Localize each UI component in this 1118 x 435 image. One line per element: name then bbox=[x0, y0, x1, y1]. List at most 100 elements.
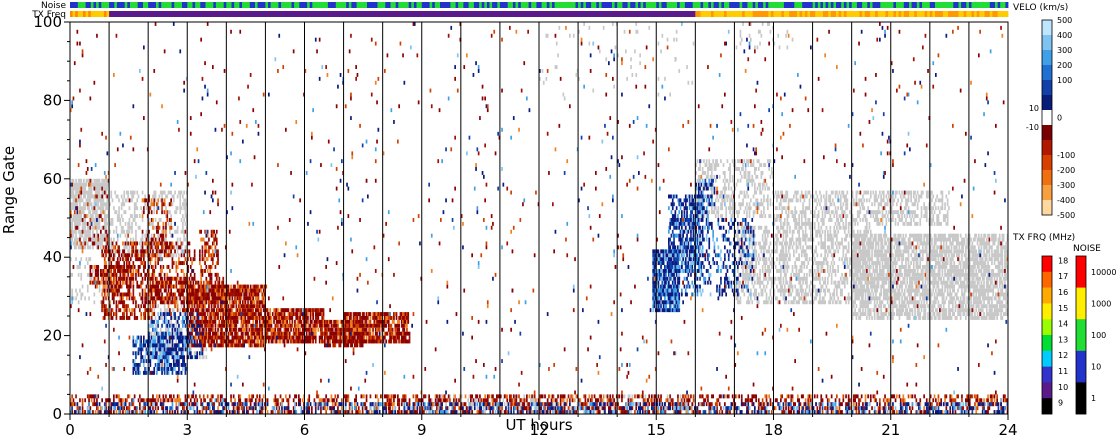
scatter-cell-ground bbox=[456, 410, 459, 415]
scatter-cell-ground bbox=[765, 198, 768, 203]
scatter-cell-ground bbox=[816, 214, 819, 219]
scatter-cell-ground bbox=[854, 312, 856, 317]
noise-strip-cell bbox=[75, 2, 79, 8]
txfreq-strip-cell bbox=[354, 11, 358, 17]
scatter-cell-ground bbox=[754, 182, 756, 187]
scatter-cell-ground bbox=[916, 190, 919, 195]
scatter-cell-ground bbox=[737, 159, 739, 164]
scatter-cell-ground bbox=[915, 249, 918, 254]
txfreq-strip-cell bbox=[585, 11, 589, 17]
noise-strip-cell bbox=[137, 2, 141, 8]
scatter-cell-ground bbox=[862, 308, 864, 313]
noise-strip-cell bbox=[512, 2, 516, 8]
scatter-cell-ground bbox=[829, 229, 832, 234]
scatter-cell-ground bbox=[165, 214, 167, 219]
scatter-cell-ground bbox=[791, 237, 794, 242]
scatter-cell-ground bbox=[941, 272, 944, 277]
noise-strip-cell bbox=[955, 2, 959, 8]
scatter-cell-ground bbox=[881, 280, 884, 285]
scatter-cell-ground bbox=[946, 210, 949, 215]
scatter-cell-ground bbox=[873, 198, 876, 203]
scatter-cell-ground bbox=[81, 182, 84, 187]
scatter-cell-ground bbox=[744, 233, 747, 238]
scatter-cell-ground bbox=[182, 229, 184, 234]
txfreq-strip-cell bbox=[815, 11, 819, 17]
scatter-cell-ground bbox=[860, 300, 863, 305]
scatter-cell-ground bbox=[816, 233, 819, 238]
scatter-cell-ground bbox=[583, 410, 585, 415]
scatter-cell-ground bbox=[859, 308, 862, 313]
scatter-cell-ground bbox=[799, 265, 802, 269]
scatter-cell-ground bbox=[748, 233, 751, 238]
scatter-cell-ground bbox=[131, 190, 133, 195]
scatter-cell-ground bbox=[764, 245, 767, 250]
txfreq-strip-cell bbox=[268, 11, 272, 17]
scatter-cell-ground bbox=[471, 402, 473, 407]
scatter-cell-ground bbox=[906, 190, 909, 195]
scatter-cell-ground bbox=[880, 233, 882, 238]
scatter-cell-ground bbox=[839, 288, 842, 293]
scatter-cell-ground bbox=[931, 269, 933, 273]
scatter-cell-ground bbox=[851, 296, 854, 301]
scatter-cell-ground bbox=[896, 292, 898, 297]
scatter-cell-ground bbox=[701, 167, 704, 171]
scatter-cell-ground bbox=[602, 398, 605, 403]
noise-strip-cell bbox=[760, 2, 764, 8]
scatter-cell-ground bbox=[907, 221, 910, 226]
scatter-cell-ground bbox=[799, 241, 802, 246]
txfreq-strip-cell bbox=[971, 11, 975, 17]
txfreq-strip-cell bbox=[669, 11, 673, 17]
noise-strip-cell bbox=[476, 2, 480, 8]
scatter-cell-ground bbox=[896, 249, 898, 254]
scatter-cell-ground bbox=[920, 304, 923, 309]
txfreq-strip-cell bbox=[242, 11, 246, 17]
scatter-cell-ground bbox=[153, 304, 156, 309]
scatter-cell-ground bbox=[889, 312, 892, 317]
scatter-cell-ground bbox=[858, 265, 860, 269]
scatter-cell-ground bbox=[832, 241, 834, 246]
scatter-cell-ground bbox=[924, 304, 927, 309]
noise-strip-cell bbox=[867, 2, 871, 8]
noise-strip-cell bbox=[768, 2, 772, 8]
scatter-cell-ground bbox=[94, 241, 97, 246]
scatter-cell-ground bbox=[763, 300, 765, 305]
scatter-cell-ground bbox=[776, 237, 778, 242]
scatter-cell-ground bbox=[864, 261, 867, 266]
scatter-cell-ground bbox=[916, 206, 919, 211]
scatter-cell-ground bbox=[873, 280, 876, 285]
scatter-cell-ground bbox=[747, 284, 750, 289]
scatter-cell-ground bbox=[135, 233, 137, 238]
scatter-cell-ground bbox=[911, 257, 914, 262]
scatter-cell-ground bbox=[757, 167, 760, 171]
txfreq-strip-cell bbox=[387, 11, 391, 17]
scatter-cell-ground bbox=[166, 194, 169, 199]
noise-strip-cell bbox=[223, 2, 227, 8]
scatter-cell-ground bbox=[946, 316, 949, 320]
scatter-cell-ground bbox=[797, 221, 799, 226]
scatter-cell-ground bbox=[907, 316, 910, 320]
scatter-cell-ground bbox=[892, 261, 894, 266]
scatter-cell-ground bbox=[746, 269, 748, 273]
scatter-cell-ground bbox=[898, 288, 901, 293]
scatter-cell-ground bbox=[113, 229, 115, 234]
scatter-cell-ground bbox=[750, 178, 752, 183]
scatter-cell-ground bbox=[735, 233, 738, 238]
scatter-cell-ground bbox=[149, 335, 152, 340]
scatter-cell-ground bbox=[804, 221, 807, 226]
scatter-cell-ground bbox=[806, 257, 808, 262]
scatter-cell-ground bbox=[713, 206, 716, 211]
scatter-cell-ground bbox=[881, 257, 884, 262]
txfreq-strip-cell bbox=[922, 11, 926, 17]
scatter-cell-ground bbox=[919, 194, 922, 199]
scatter-cell-ground bbox=[853, 241, 855, 246]
scatter-cell-ground bbox=[893, 304, 896, 309]
scatter-cell-ground bbox=[886, 202, 889, 207]
scatter-cell-ground bbox=[932, 249, 935, 254]
scatter-cell-ground bbox=[863, 284, 866, 289]
scatter-cell-ground bbox=[773, 288, 776, 293]
scatter-cell-ground bbox=[73, 202, 76, 207]
scatter-cell-ground bbox=[124, 233, 127, 238]
scatter-cell-ground bbox=[83, 237, 85, 242]
txfreq-strip-cell bbox=[734, 11, 738, 17]
scatter-cell-ground bbox=[899, 249, 902, 254]
